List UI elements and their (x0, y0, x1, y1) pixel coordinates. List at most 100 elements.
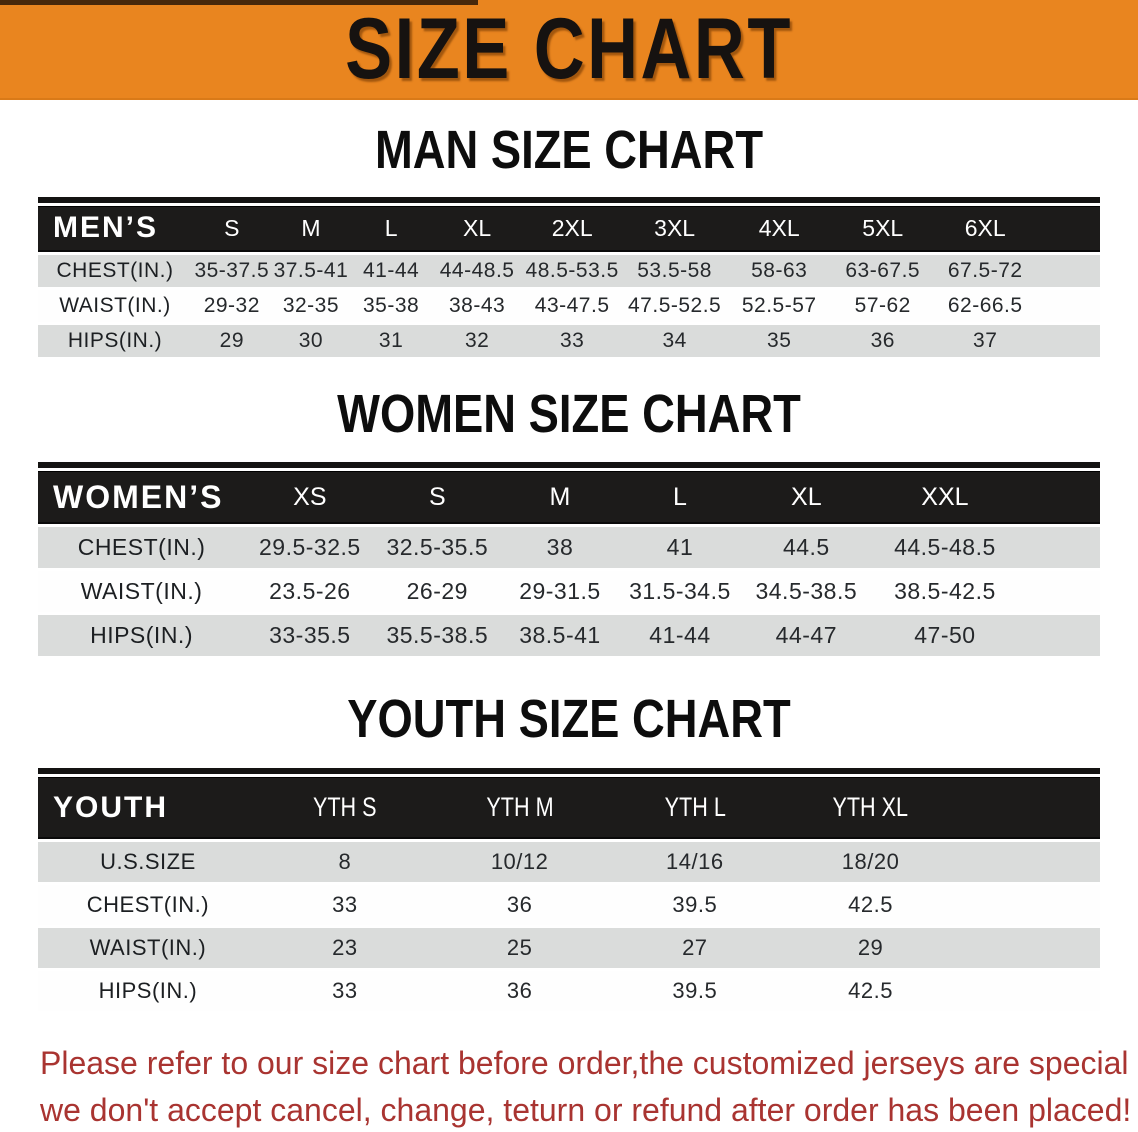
size-value-cell: 48.5-53.5 (522, 254, 623, 287)
youth-waist-row: WAIST(IN.) 23 25 27 29 (38, 928, 1100, 969)
size-value-cell: 35.5-38.5 (374, 615, 500, 657)
size-value-cell: 30 (271, 324, 351, 357)
size-value-cell: 38.5-41 (499, 615, 620, 657)
size-column-header: YTH XL (782, 777, 959, 840)
size-value-cell: 26-29 (374, 571, 500, 613)
size-value-cell: 25 (431, 928, 608, 969)
size-value-cell: 33 (522, 324, 623, 357)
size-column-header: 6XL (934, 205, 1037, 252)
man-size-table-wrap: MEN’S S M L XL 2XL 3XL 4XL 5XL 6XL CHEST… (38, 196, 1100, 360)
size-value-cell: 8 (257, 842, 432, 883)
man-table-corner-label: MEN’S (38, 205, 192, 252)
row-label-cell: WAIST(IN.) (38, 928, 258, 969)
size-column-header: YTH L (607, 777, 783, 840)
row-spacer-cell (1036, 254, 1100, 287)
size-value-cell: 32-35 (271, 289, 351, 322)
row-spacer-cell (1036, 324, 1100, 357)
row-label-cell: CHEST(IN.) (38, 527, 246, 569)
size-value-cell: 41 (619, 527, 740, 569)
row-label-cell: WAIST(IN.) (38, 289, 192, 322)
youth-chest-row: CHEST(IN.) 33 36 39.5 42.5 (38, 885, 1100, 926)
row-spacer-cell (958, 928, 1100, 969)
women-chest-row: CHEST(IN.) 29.5-32.5 32.5-35.5 38 41 44.… (38, 527, 1100, 569)
size-value-cell: 36 (431, 885, 608, 926)
man-size-table: MEN’S S M L XL 2XL 3XL 4XL 5XL 6XL CHEST… (38, 203, 1100, 360)
size-value-cell: 44.5-48.5 (872, 527, 1018, 569)
size-value-cell: 57-62 (831, 289, 935, 322)
size-column-header: XL (431, 205, 523, 252)
size-column-header: 4XL (727, 205, 832, 252)
size-chart-banner: SIZE CHART (0, 0, 1138, 100)
size-value-cell: 27 (607, 928, 783, 969)
row-spacer-cell (958, 885, 1100, 926)
size-value-cell: 18/20 (782, 842, 959, 883)
size-value-cell: 53.5-58 (622, 254, 728, 287)
header-spacer-cell (958, 777, 1100, 840)
size-value-cell: 38.5-42.5 (872, 571, 1018, 613)
row-label-cell: HIPS(IN.) (38, 615, 246, 657)
size-value-cell: 67.5-72 (934, 254, 1037, 287)
size-value-cell: 47-50 (872, 615, 1018, 657)
size-value-cell: 32 (431, 324, 523, 357)
header-spacer-cell (1017, 471, 1100, 525)
youth-table-header-row: YOUTH YTH S YTH M YTH L YTH XL (38, 777, 1100, 840)
size-value-cell: 33 (257, 971, 432, 1012)
size-value-cell: 44-48.5 (431, 254, 523, 287)
size-value-cell: 29 (192, 324, 272, 357)
size-value-cell: 32.5-35.5 (374, 527, 500, 569)
size-column-header: L (350, 205, 432, 252)
women-waist-row: WAIST(IN.) 23.5-26 26-29 29-31.5 31.5-34… (38, 571, 1100, 613)
size-value-cell: 23.5-26 (245, 571, 375, 613)
size-value-cell: 36 (431, 971, 608, 1012)
man-hips-row: HIPS(IN.) 29 30 31 32 33 34 35 36 37 (38, 324, 1100, 357)
size-column-header: M (499, 471, 620, 525)
size-value-cell: 63-67.5 (831, 254, 935, 287)
size-column-header: 5XL (831, 205, 935, 252)
size-value-cell: 31 (350, 324, 432, 357)
size-value-cell: 44.5 (739, 527, 873, 569)
size-value-cell: 38 (499, 527, 620, 569)
size-column-header: XS (245, 471, 375, 525)
man-section-heading: MAN SIZE CHART (374, 120, 764, 180)
size-column-header: S (374, 471, 500, 525)
row-label-cell: CHEST(IN.) (38, 885, 258, 926)
women-table-corner-label: WOMEN’S (38, 471, 246, 525)
women-size-section: WOMEN SIZE CHART WOMEN’S XS S M L XL XXL (0, 385, 1138, 660)
size-value-cell: 44-47 (739, 615, 873, 657)
size-value-cell: 41-44 (619, 615, 740, 657)
size-value-cell: 35-37.5 (192, 254, 272, 287)
row-label-cell: U.S.SIZE (38, 842, 258, 883)
size-value-cell: 35-38 (350, 289, 432, 322)
row-spacer-cell (1017, 527, 1100, 569)
youth-ussize-row: U.S.SIZE 8 10/12 14/16 18/20 (38, 842, 1100, 883)
youth-table-corner-label: YOUTH (38, 777, 258, 840)
size-value-cell: 14/16 (607, 842, 783, 883)
size-column-header: XL (739, 471, 873, 525)
women-table-header-row: WOMEN’S XS S M L XL XXL (38, 471, 1100, 525)
size-value-cell: 33-35.5 (245, 615, 375, 657)
row-spacer-cell (958, 842, 1100, 883)
size-value-cell: 37 (934, 324, 1037, 357)
size-value-cell: 47.5-52.5 (622, 289, 728, 322)
size-value-cell: 38-43 (431, 289, 523, 322)
size-value-cell: 37.5-41 (271, 254, 351, 287)
size-value-cell: 36 (831, 324, 935, 357)
row-spacer-cell (958, 971, 1100, 1012)
size-value-cell: 29.5-32.5 (245, 527, 375, 569)
women-size-table-wrap: WOMEN’S XS S M L XL XXL CHEST(IN.) 29.5-… (38, 462, 1100, 659)
size-value-cell: 39.5 (607, 885, 783, 926)
size-column-header: YTH S (257, 777, 432, 840)
man-table-header-row: MEN’S S M L XL 2XL 3XL 4XL 5XL 6XL (38, 205, 1100, 252)
size-column-header: 2XL (522, 205, 623, 252)
row-label-cell: CHEST(IN.) (38, 254, 192, 287)
size-column-header: 3XL (622, 205, 728, 252)
youth-section-heading: YOUTH SIZE CHART (347, 689, 791, 750)
size-value-cell: 58-63 (727, 254, 832, 287)
size-column-header: YTH M (431, 777, 608, 840)
row-label-cell: HIPS(IN.) (38, 971, 258, 1012)
header-spacer-cell (1036, 205, 1100, 252)
youth-size-table-wrap: YOUTH YTH S YTH M YTH L YTH XL U.S.SIZE … (38, 768, 1100, 1014)
size-value-cell: 62-66.5 (934, 289, 1037, 322)
size-value-cell: 29-32 (192, 289, 272, 322)
man-chest-row: CHEST(IN.) 35-37.5 37.5-41 41-44 44-48.5… (38, 254, 1100, 287)
